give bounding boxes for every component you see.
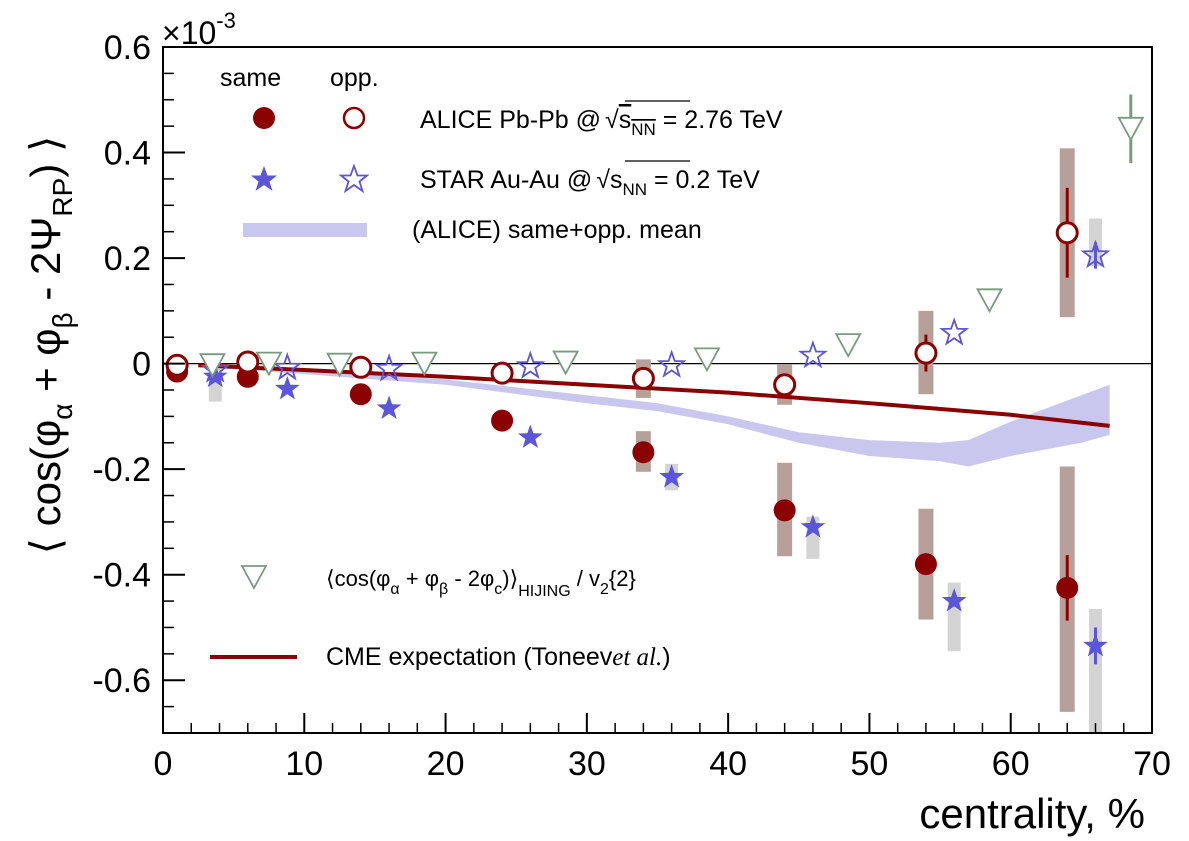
alice-same-point	[491, 409, 514, 432]
hijing-point	[1117, 116, 1145, 142]
hijing-point	[255, 351, 283, 377]
star-same-point	[941, 588, 967, 612]
alice-same-point	[773, 499, 796, 522]
y-multiplier: ×10-3	[162, 8, 236, 51]
alice-same-point	[632, 441, 655, 464]
alice-opp-point	[1055, 221, 1079, 245]
alice-opp-point	[490, 361, 514, 385]
hijing-point	[326, 352, 354, 378]
hijing-point	[552, 350, 580, 376]
legend-alice-same-marker	[253, 107, 275, 129]
y-axis-title: ⟨ cos(φα + φβ - 2ΨRP) ⟩	[22, 136, 78, 555]
legend-col-same: same	[220, 64, 281, 92]
star-opp-point	[515, 350, 546, 380]
legend-star-opp-marker	[338, 163, 370, 194]
y-tick-label: -0.2	[92, 451, 151, 489]
star-opp-point	[374, 353, 405, 382]
alice-opp-point	[773, 373, 797, 397]
x-tick-label: 0	[154, 745, 173, 783]
hijing-point	[198, 353, 226, 379]
plot-area	[163, 94, 1152, 733]
x-tick-label: 60	[992, 745, 1030, 783]
legend-col-opp: opp.	[330, 64, 379, 92]
alice-opp-point	[631, 366, 655, 390]
y-tick-label: -0.4	[92, 557, 151, 595]
x-tick-label: 30	[568, 745, 606, 783]
alice-same-point	[914, 553, 937, 576]
star-same-point	[800, 514, 826, 538]
y-tick-label: 0.2	[104, 240, 151, 278]
sys-box	[1088, 608, 1102, 733]
axis-ticks: 0 10 20 30 40 50 60 70 -0.6 -0.4 -0.2 0 0.2 0.4 0.6	[92, 29, 1171, 783]
legend-cme-label: CME expectation (Toneevet al.)	[326, 643, 671, 671]
alice-opp-point	[165, 353, 189, 377]
star-opp-point	[939, 317, 970, 346]
legend-hijing-marker	[240, 565, 268, 590]
star-same-point	[275, 375, 300, 400]
x-tick-label: 70	[1133, 745, 1171, 783]
star-same-point	[376, 395, 402, 419]
x-tick-label: 10	[285, 745, 323, 783]
hijing-point	[693, 347, 721, 373]
star-opp-point	[272, 352, 303, 381]
legend-hijing-label: ⟨cos(φα + φβ - 2φc)⟩HIJING / v2{2}	[326, 566, 636, 600]
x-axis-title: centrality, %	[919, 790, 1145, 837]
legend-alice-opp-marker	[342, 106, 366, 130]
x-tick-label: 50	[851, 745, 889, 783]
hijing-point	[410, 351, 438, 377]
alice-opp-point	[236, 350, 260, 374]
alice-opp-point	[349, 355, 373, 379]
legend-star-label: STAR Au-Au @ √sNN = 0.2 TeV	[420, 166, 760, 199]
legend-band-swatch	[243, 223, 367, 237]
y-multiplier-exp: -3	[216, 8, 236, 33]
legend: same opp. ALICE Pb-Pb @ √sNN = 2.76 TeV S…	[210, 64, 783, 671]
star-opp-point	[1080, 239, 1111, 269]
hijing-point	[976, 288, 1004, 314]
star-opp-point	[656, 349, 687, 378]
star-same-point	[1083, 632, 1108, 657]
y-tick-label: 0.4	[104, 135, 151, 173]
alice-opp-point	[914, 341, 938, 365]
legend-alice-label: ALICE Pb-Pb @ √sNN = 2.76 TeV	[420, 106, 783, 139]
y-tick-label: 0	[132, 346, 151, 384]
legend-star-same-marker	[251, 166, 277, 191]
y-tick-label: 0.6	[104, 29, 151, 67]
alice-same-point	[1056, 576, 1079, 599]
star-same-point	[659, 464, 684, 488]
y-multiplier-base: ×10	[162, 15, 216, 51]
star-opp-point	[797, 339, 828, 369]
cme-line	[198, 363, 1110, 428]
y-tick-label: -0.6	[92, 662, 151, 700]
legend-band-label: (ALICE) same+opp. mean	[412, 216, 702, 244]
x-tick-label: 40	[709, 745, 747, 783]
star-same-point	[518, 424, 543, 448]
x-tick-label: 20	[427, 745, 465, 783]
hijing-point	[834, 333, 862, 359]
alice-same-point	[349, 383, 372, 406]
mean-band	[198, 363, 1110, 467]
